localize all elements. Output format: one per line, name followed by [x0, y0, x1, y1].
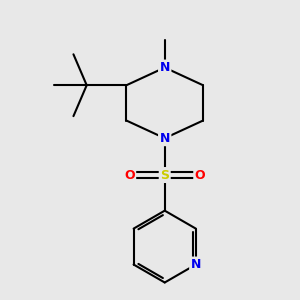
Text: S: S	[160, 169, 169, 182]
Text: O: O	[195, 169, 206, 182]
Text: O: O	[124, 169, 135, 182]
Text: N: N	[160, 132, 170, 145]
Text: N: N	[160, 61, 170, 74]
Text: N: N	[190, 258, 201, 271]
